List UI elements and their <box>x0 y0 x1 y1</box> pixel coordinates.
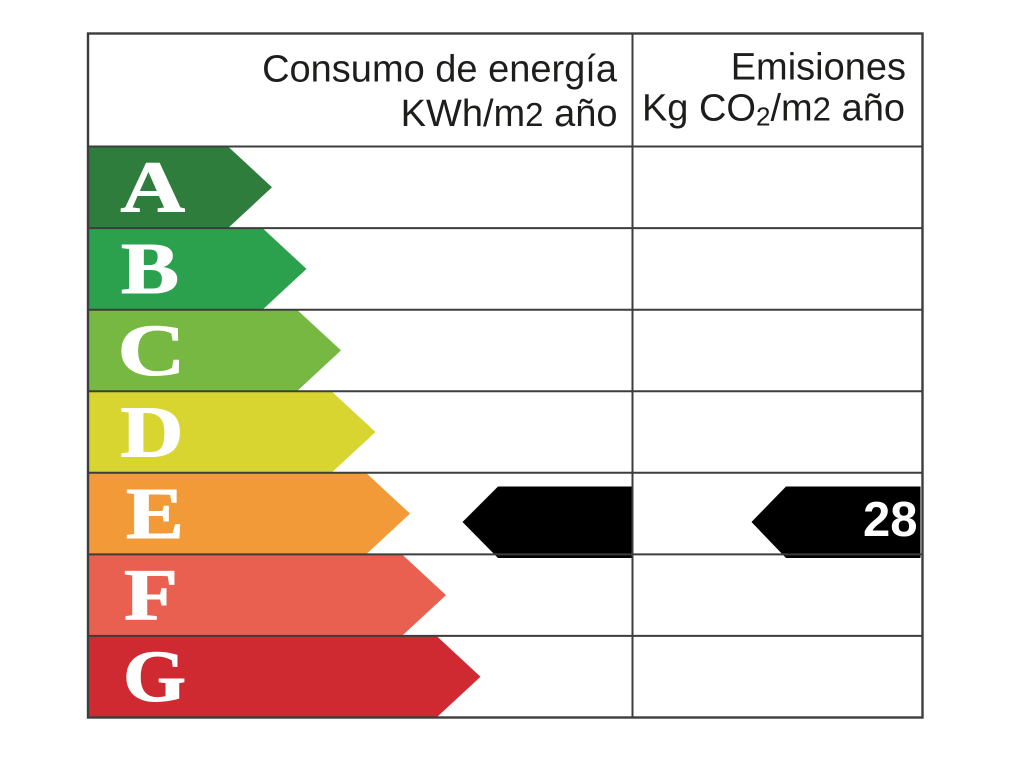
svg-text:Kg CO2/m2 año: Kg CO2/m2 año <box>642 88 905 132</box>
svg-text:D: D <box>121 391 184 472</box>
svg-text:F: F <box>124 554 178 635</box>
svg-text:C: C <box>118 310 186 391</box>
svg-text:B: B <box>121 228 179 309</box>
svg-text:G: G <box>123 636 186 717</box>
svg-text:Emisiones: Emisiones <box>731 47 906 89</box>
svg-text:E: E <box>126 473 184 554</box>
svg-text:A: A <box>121 147 186 228</box>
svg-text:KWh/m2 año: KWh/m2 año <box>401 93 618 135</box>
svg-text:28: 28 <box>863 493 918 547</box>
svg-text:Consumo de energía: Consumo de energía <box>262 49 618 91</box>
